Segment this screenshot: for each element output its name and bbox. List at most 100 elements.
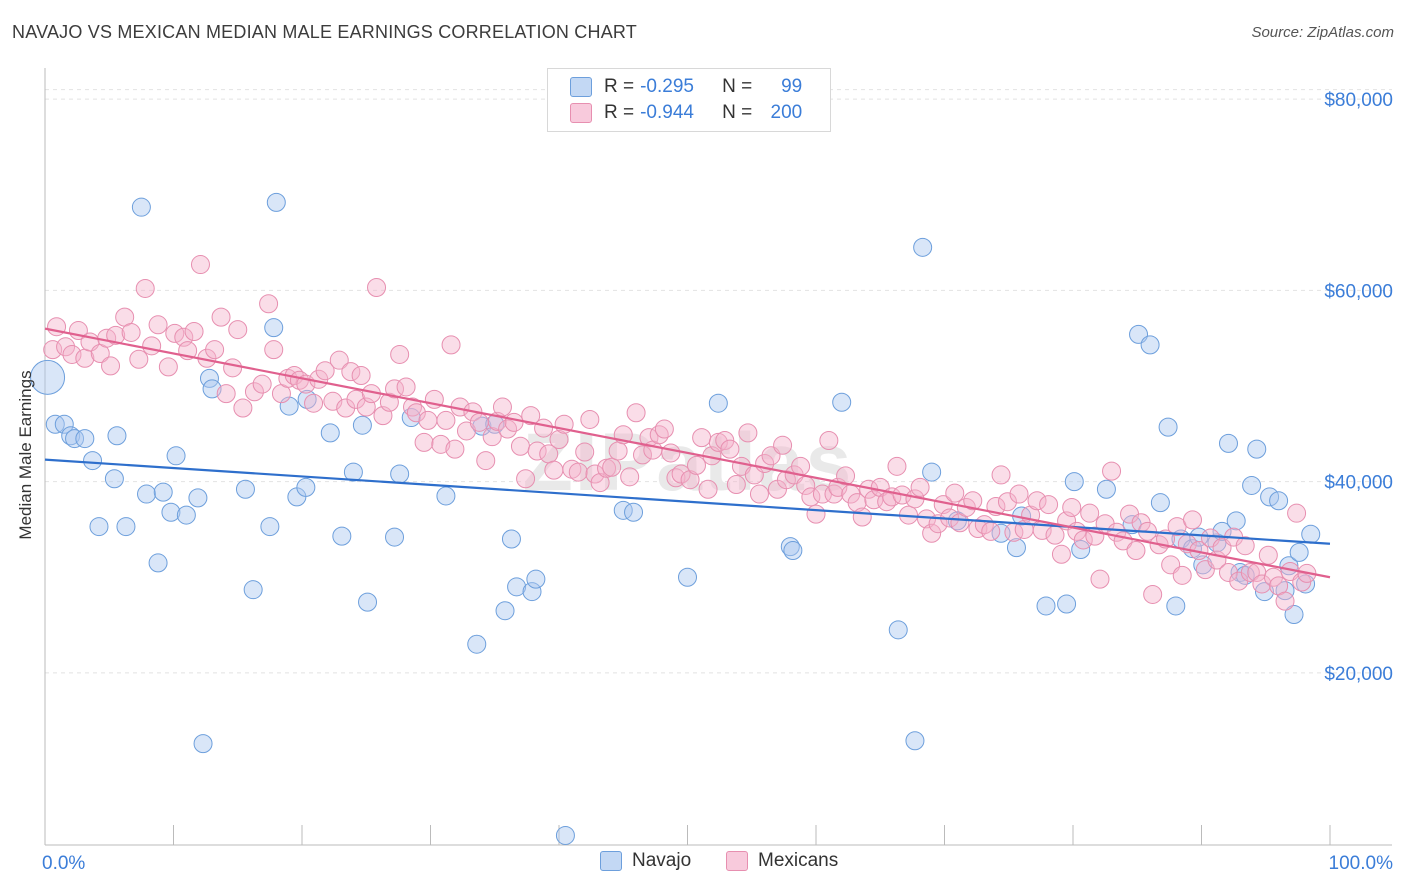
navajo-point bbox=[166, 446, 186, 466]
mexican-point bbox=[910, 477, 930, 497]
mexican-point bbox=[56, 337, 76, 357]
mexican-point bbox=[445, 439, 465, 459]
navajo-point bbox=[116, 517, 136, 537]
mexican-point bbox=[620, 467, 640, 487]
mexican-point bbox=[1287, 503, 1307, 523]
mexican-point bbox=[708, 432, 728, 452]
mexican-point bbox=[671, 464, 691, 484]
navajo-point bbox=[1254, 582, 1274, 602]
mexican-point bbox=[129, 349, 149, 369]
y-tick-label: $40,000 bbox=[1324, 473, 1393, 494]
mexican-point bbox=[852, 507, 872, 527]
legend-n-label: N = bbox=[722, 102, 753, 123]
navajo-point bbox=[522, 582, 542, 602]
navajo-point bbox=[390, 464, 410, 484]
navajo-point bbox=[385, 527, 405, 547]
mexican-point bbox=[1051, 544, 1071, 564]
navajo-point bbox=[467, 634, 487, 654]
navajo-point bbox=[188, 488, 208, 508]
mexican-swatch bbox=[570, 103, 592, 123]
mexican-point bbox=[686, 455, 706, 475]
mexican-point bbox=[590, 473, 610, 493]
mexican-point bbox=[819, 431, 839, 451]
mexican-point bbox=[749, 484, 769, 504]
mexican-point bbox=[963, 491, 983, 511]
navajo-point bbox=[913, 237, 933, 257]
mexican-point bbox=[142, 336, 162, 356]
mexican-point bbox=[504, 412, 524, 432]
navajo-point bbox=[507, 577, 527, 597]
navajo-point bbox=[352, 415, 372, 435]
trend-lines bbox=[44, 327, 1331, 579]
mexican-point bbox=[385, 379, 405, 399]
mexican-point bbox=[649, 425, 669, 445]
navajo-point bbox=[922, 462, 942, 482]
mexican-point bbox=[315, 361, 335, 381]
mexican-point bbox=[991, 465, 1011, 485]
mexican-point bbox=[43, 340, 63, 360]
navajo-point bbox=[495, 601, 515, 621]
mexican-point bbox=[1252, 574, 1272, 594]
mexican-point bbox=[698, 479, 718, 499]
mexican-point bbox=[216, 384, 236, 404]
mexican-point bbox=[1235, 536, 1255, 556]
bottom-legend-mexicans: Mexicans bbox=[726, 850, 838, 872]
navajo-point bbox=[320, 423, 340, 443]
mexican-point bbox=[1045, 525, 1065, 545]
mexican-swatch bbox=[726, 851, 748, 871]
mexican-point bbox=[1039, 495, 1059, 515]
navajo-point bbox=[888, 620, 908, 640]
mexican-point bbox=[482, 427, 502, 447]
navajo-point bbox=[54, 414, 74, 434]
navajo-point bbox=[1289, 542, 1309, 562]
navajo-point bbox=[61, 426, 81, 446]
mexican-point bbox=[418, 410, 438, 430]
navajo-point bbox=[1057, 594, 1077, 614]
mexican-point bbox=[602, 457, 622, 477]
mexican-point bbox=[534, 418, 554, 438]
legend-n-value-mexicans: 200 bbox=[770, 102, 803, 123]
y-tick-label: $20,000 bbox=[1324, 664, 1393, 685]
navajo-point bbox=[1226, 511, 1246, 531]
mexican-point bbox=[510, 436, 530, 456]
chart-title: NAVAJO VS MEXICAN MEDIAN MALE EARNINGS C… bbox=[12, 22, 637, 42]
mexican-point bbox=[1172, 565, 1192, 585]
mexican-point bbox=[476, 451, 496, 471]
mexican-point bbox=[997, 492, 1017, 512]
navajo-point bbox=[343, 462, 363, 482]
mexican-point bbox=[726, 474, 746, 494]
navajo-point bbox=[260, 517, 280, 537]
mexican-point bbox=[801, 487, 821, 507]
bottom-legend-navajo: Navajo bbox=[600, 850, 691, 872]
mexican-point bbox=[252, 374, 272, 394]
x-tick-label-min: 0.0% bbox=[42, 853, 85, 874]
mexican-point bbox=[887, 456, 907, 476]
mexican-point bbox=[680, 470, 700, 490]
navajo-point bbox=[131, 197, 151, 217]
mexican-point bbox=[406, 403, 426, 423]
mexican-point bbox=[158, 357, 178, 377]
navajo-point bbox=[1218, 433, 1238, 453]
mexican-point bbox=[414, 432, 434, 452]
mexican-point bbox=[847, 493, 867, 513]
navajo-point bbox=[296, 477, 316, 497]
mexican-point bbox=[1275, 591, 1295, 611]
navajo-point bbox=[1096, 479, 1116, 499]
mexican-point bbox=[403, 397, 423, 417]
mexican-point bbox=[1258, 545, 1278, 565]
navajo-point bbox=[332, 526, 352, 546]
mexican-point bbox=[1240, 562, 1260, 582]
mexican-point bbox=[516, 469, 536, 489]
mexican-point bbox=[544, 460, 564, 480]
navajo-point bbox=[137, 484, 157, 504]
legend-r-value-navajo: -0.295 bbox=[640, 76, 694, 97]
mexican-point bbox=[1143, 584, 1163, 604]
legend-row-navajo: R = -0.295 N = 99 bbox=[570, 74, 802, 100]
navajo-point bbox=[107, 426, 127, 446]
navajo-point bbox=[1064, 472, 1084, 492]
mexican-point bbox=[1073, 530, 1093, 550]
mexican-point bbox=[135, 278, 155, 298]
mexican-point bbox=[1009, 484, 1029, 504]
navajo-point bbox=[235, 479, 255, 499]
mexican-point bbox=[661, 443, 681, 463]
